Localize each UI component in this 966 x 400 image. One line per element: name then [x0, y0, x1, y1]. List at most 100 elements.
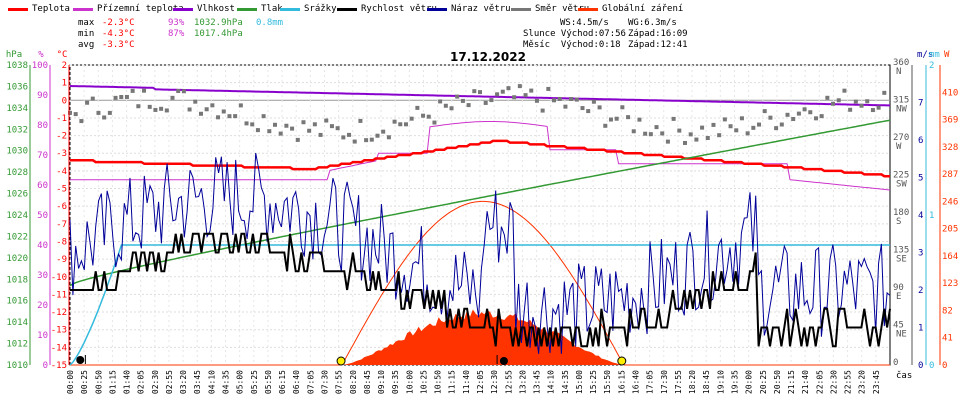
legend-swatch [578, 7, 598, 11]
x-tick-label: 20:50 [773, 370, 782, 394]
temperature-tick: -12 [51, 308, 67, 318]
x-tick-label: 16:40 [632, 370, 641, 394]
direction-point [808, 110, 813, 115]
stat-avg-label: avg [78, 40, 95, 50]
stat-max-press: 1032.9hPa [194, 18, 243, 28]
direction-point [426, 114, 431, 119]
wind-speed-line [70, 232, 891, 348]
direction-point [802, 107, 807, 112]
direction-tick: 315 [893, 96, 909, 106]
direction-point [620, 105, 625, 110]
direction-point [540, 108, 545, 113]
direction-point [489, 98, 494, 103]
radiation-series [70, 200, 890, 366]
direction-point [711, 122, 716, 127]
x-tick-label: 22:05 [815, 370, 824, 394]
direction-point [96, 110, 101, 115]
info-wg: WG:6.3m/s [628, 18, 677, 28]
direction-point [335, 126, 340, 131]
legend-item: Srážky [280, 2, 337, 16]
legend-label: Teplota [32, 4, 70, 14]
x-tick-label: 12:30 [490, 370, 499, 394]
x-tick-label: 23:45 [872, 370, 881, 394]
x-tick-label: 05:25 [250, 370, 259, 394]
direction-point [432, 120, 437, 125]
direction-label: SW [896, 180, 907, 190]
direction-point [534, 98, 539, 103]
direction-label: E [896, 292, 901, 302]
direction-point [626, 115, 631, 120]
x-tick-label: 04:35 [222, 370, 231, 394]
direction-point [324, 118, 329, 123]
x-tick-label: 14:35 [561, 370, 570, 394]
x-tick-label: 18:45 [702, 370, 711, 394]
direction-point [483, 100, 488, 105]
pressure-tick: 1034 [6, 104, 28, 114]
pressure-tick: 1038 [6, 61, 28, 71]
stat-max-rain: 0.8mm [256, 18, 284, 28]
x-axis-label: čas [896, 370, 912, 381]
humidity-tick: 0 [43, 361, 48, 371]
direction-tick: 225 [893, 171, 909, 181]
x-tick-label: 17:55 [674, 370, 683, 394]
x-tick-label: 08:20 [349, 370, 358, 394]
x-tick-label: 00:25 [80, 370, 89, 394]
radiation-tick: 205 [942, 225, 958, 235]
legend-item: Tlak [237, 2, 283, 16]
legend-label: Náraz větru [451, 4, 511, 14]
direction-point [79, 119, 84, 124]
x-tick-label: 03:20 [179, 370, 188, 394]
stat-max-temp: -2.3°C [102, 18, 135, 28]
direction-point [762, 109, 767, 114]
legend-label: Srážky [304, 4, 337, 14]
direction-point [216, 115, 221, 120]
direction-point [375, 133, 380, 138]
direction-point [472, 89, 477, 94]
temperature-tick: -2 [56, 132, 67, 142]
direction-point [506, 86, 511, 91]
direction-point [147, 104, 152, 109]
direction-point [688, 132, 693, 137]
x-tick-label: 13:20 [518, 370, 527, 394]
x-tick-label: 00:50 [94, 370, 103, 394]
x-tick-label: 20:25 [759, 370, 768, 394]
direction-point [341, 135, 346, 140]
wind-tick: 4 [918, 211, 923, 221]
temperature-tick: -1 [56, 114, 67, 124]
humidity-tick: 50 [37, 211, 48, 221]
x-tick-label: 06:15 [278, 370, 287, 394]
x-tick-label: 07:55 [335, 370, 344, 394]
direction-point [176, 88, 181, 93]
direction-point [415, 105, 420, 110]
direction-point [557, 96, 562, 101]
direction-point [193, 99, 198, 104]
humidity-tick: 60 [37, 181, 48, 191]
x-tick-label: 18:20 [688, 370, 697, 394]
temperature-tick: -15 [51, 361, 67, 371]
info-slunce-zapad: Západ:16:09 [628, 29, 688, 39]
direction-point [774, 126, 779, 131]
direction-point [677, 128, 682, 133]
direction-tick: 135 [893, 246, 909, 256]
direction-point [210, 103, 215, 108]
direction-point [563, 104, 568, 109]
direction-point [882, 90, 887, 95]
x-tick-label: 04:10 [207, 370, 216, 394]
info-slunce: Slunce Východ:07:56 [523, 29, 626, 39]
direction-tick: 45 [893, 321, 904, 331]
direction-point [751, 125, 756, 130]
direction-point [244, 121, 249, 126]
direction-point [392, 119, 397, 124]
x-tick-label: 15:00 [575, 370, 584, 394]
pressure-tick: 1026 [6, 190, 28, 200]
direction-point [648, 132, 653, 137]
direction-point [836, 98, 841, 103]
direction-point [660, 131, 665, 136]
direction-point [136, 104, 141, 109]
x-tick-label: 23:20 [858, 370, 867, 394]
direction-point [227, 114, 232, 119]
direction-point [124, 94, 129, 99]
legend-swatch [337, 7, 357, 11]
direction-point [255, 128, 260, 133]
direction-point [728, 124, 733, 129]
